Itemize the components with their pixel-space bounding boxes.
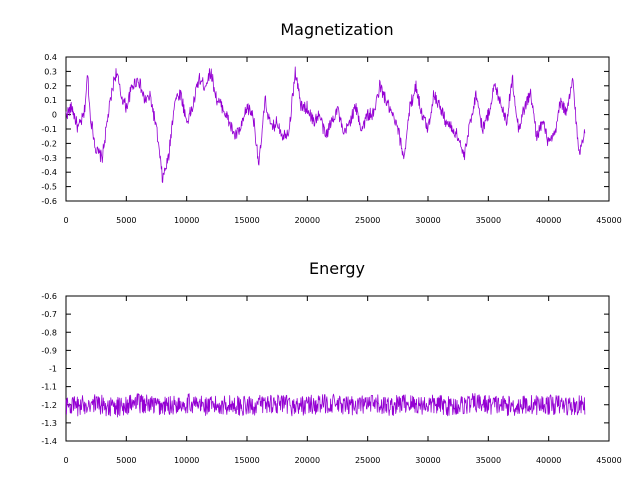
energy-chart: Energy 0 5000 10000 15000 20000 25000 30000 350… — [41, 259, 621, 465]
energy-y-tick-label: -1.4 — [41, 437, 57, 446]
magnetization-y-tick-label: 0.4 — [44, 53, 57, 62]
energy-title: Energy — [309, 259, 365, 278]
energy-series-line — [65, 393, 586, 418]
magnetization-series-line — [65, 66, 586, 183]
energy-x-tick-label: 30000 — [415, 456, 440, 465]
energy-series — [65, 393, 586, 418]
energy-y-tick-label: -0.6 — [41, 292, 57, 301]
magnetization-y-tick-label: -0.5 — [41, 183, 57, 192]
magnetization-plot-frame — [65, 56, 610, 202]
magnetization-x-tick-label: 25000 — [355, 216, 380, 225]
energy-y-tick-label: -1.3 — [41, 419, 57, 428]
magnetization-chart: Magnetization 0 5000 10000 15000 20000 25000 3… — [41, 20, 621, 225]
magnetization-x-tick-label: 35000 — [476, 216, 501, 225]
energy-y-tick-label: -1.1 — [41, 383, 57, 392]
energy-ticks: 0 5000 10000 15000 20000 25000 30000 35000 40000… — [41, 292, 621, 465]
energy-plot-frame — [65, 295, 610, 442]
energy-x-tick-label: 10000 — [174, 456, 199, 465]
magnetization-x-tick-label: 5000 — [116, 216, 136, 225]
magnetization-x-tick-label: 40000 — [536, 216, 561, 225]
magnetization-y-tick-label: -0.3 — [41, 154, 57, 163]
energy-y-tick-label: -0.7 — [41, 310, 57, 319]
magnetization-y-tick-label: -0.2 — [41, 139, 57, 148]
energy-y-tick-label: -1.2 — [41, 401, 57, 410]
energy-y-tick-label: -0.9 — [41, 346, 57, 355]
magnetization-y-tick-label: 0 — [52, 111, 57, 120]
energy-x-tick-label: 40000 — [536, 456, 561, 465]
magnetization-x-tick-label: 15000 — [234, 216, 259, 225]
magnetization-ticks: 0 5000 10000 15000 20000 25000 30000 35000 40000… — [41, 53, 621, 225]
energy-x-tick-label: 0 — [63, 456, 68, 465]
energy-x-tick-label: 5000 — [116, 456, 136, 465]
magnetization-y-tick-label: -0.1 — [41, 125, 57, 134]
magnetization-y-tick-label: 0.2 — [44, 82, 57, 91]
magnetization-x-tick-label: 20000 — [295, 216, 320, 225]
magnetization-y-tick-label: 0.1 — [44, 96, 57, 105]
energy-x-tick-label: 15000 — [234, 456, 259, 465]
magnetization-x-tick-label: 45000 — [596, 216, 621, 225]
energy-x-tick-label: 20000 — [295, 456, 320, 465]
magnetization-y-tick-label: -0.6 — [41, 197, 57, 206]
magnetization-x-tick-label: 10000 — [174, 216, 199, 225]
energy-y-tick-label: -1 — [49, 365, 57, 374]
magnetization-y-tick-label: -0.4 — [41, 168, 57, 177]
energy-x-tick-label: 35000 — [476, 456, 501, 465]
energy-y-tick-label: -0.8 — [41, 328, 57, 337]
magnetization-title: Magnetization — [280, 20, 393, 39]
magnetization-x-tick-label: 0 — [63, 216, 68, 225]
energy-x-tick-label: 25000 — [355, 456, 380, 465]
magnetization-x-tick-label: 30000 — [415, 216, 440, 225]
magnetization-y-tick-label: 0.3 — [44, 67, 57, 76]
magnetization-series — [65, 66, 586, 183]
energy-x-tick-label: 45000 — [596, 456, 621, 465]
